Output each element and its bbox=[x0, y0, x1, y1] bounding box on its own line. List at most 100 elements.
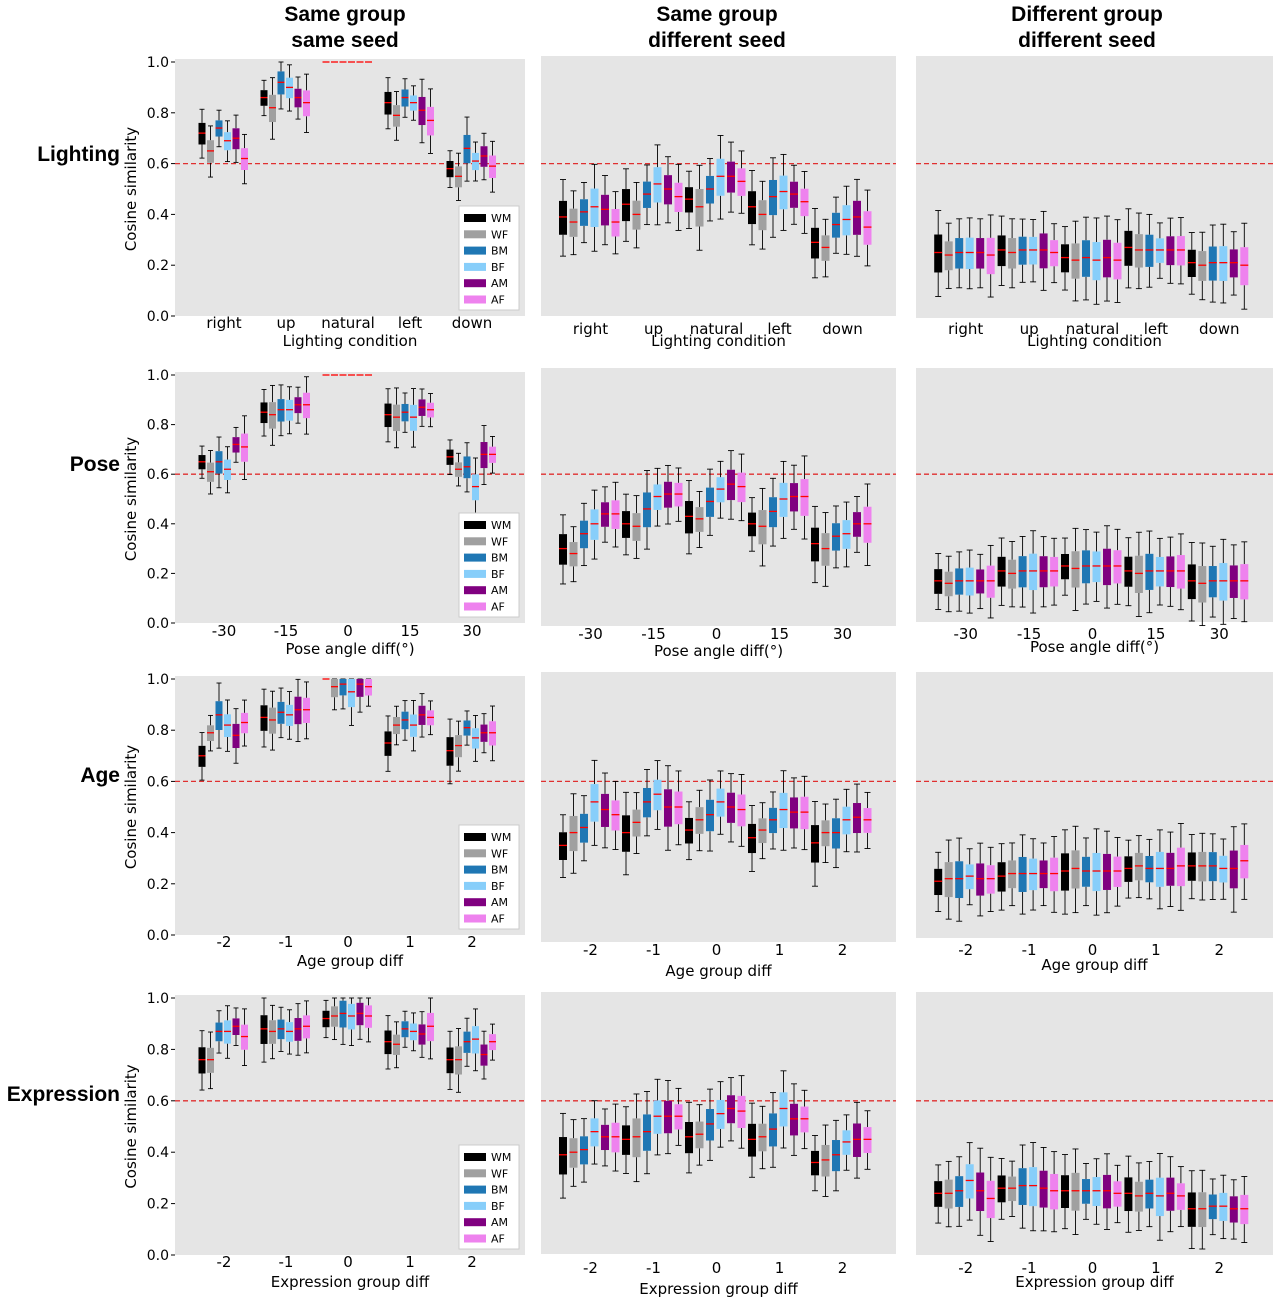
legend-label-wf: WF bbox=[491, 847, 508, 860]
box-body bbox=[601, 793, 609, 827]
box-wm bbox=[1187, 542, 1196, 622]
box-af bbox=[1113, 528, 1122, 605]
box-wf bbox=[695, 789, 704, 852]
box-body bbox=[643, 181, 651, 208]
box-bf bbox=[224, 1005, 231, 1059]
box-body bbox=[1187, 852, 1196, 881]
box-body bbox=[1124, 230, 1133, 266]
box-wf bbox=[695, 491, 704, 548]
box-body bbox=[480, 442, 488, 469]
box-body bbox=[779, 1092, 788, 1127]
box-am bbox=[601, 1108, 609, 1167]
y-tick-label: 0.2 bbox=[147, 1197, 169, 1213]
box-bm bbox=[339, 678, 347, 710]
x-tick-label: -1 bbox=[279, 1253, 294, 1271]
box-body bbox=[800, 796, 809, 830]
box-body bbox=[622, 511, 630, 538]
box-bf bbox=[1155, 829, 1164, 910]
y-tick-label: 0.4 bbox=[147, 207, 169, 223]
legend-label-am: AM bbox=[491, 584, 508, 597]
box-am bbox=[480, 425, 488, 485]
legend-swatch-af bbox=[464, 295, 486, 304]
x-tick-label: natural bbox=[690, 320, 744, 338]
legend-label-af: AF bbox=[491, 913, 505, 926]
box-wm bbox=[446, 1030, 454, 1090]
box-wm bbox=[685, 1101, 693, 1174]
box-af bbox=[863, 791, 872, 849]
box-body bbox=[944, 862, 953, 898]
box-wm bbox=[559, 814, 567, 878]
x-tick-label: down bbox=[822, 320, 862, 338]
box-body bbox=[758, 510, 767, 545]
box-body bbox=[1229, 1196, 1238, 1223]
x-tick-label: 2 bbox=[1215, 1259, 1225, 1277]
box-bm bbox=[580, 1118, 588, 1183]
box-bf bbox=[653, 144, 662, 226]
box-am bbox=[1103, 215, 1111, 302]
x-axis-label: Age group diff bbox=[665, 962, 772, 980]
x-tick-label: -15 bbox=[274, 622, 299, 640]
box-am bbox=[1103, 1153, 1111, 1230]
box-af bbox=[241, 415, 248, 480]
legend-swatch-wf bbox=[464, 1169, 486, 1178]
row-title-pose: Pose bbox=[69, 453, 120, 476]
box-af bbox=[674, 770, 683, 846]
box-wm bbox=[622, 791, 630, 876]
box-body bbox=[863, 211, 872, 245]
box-bm bbox=[769, 791, 777, 850]
box-body bbox=[1145, 234, 1154, 267]
box-bf bbox=[1029, 530, 1038, 614]
box-body bbox=[685, 1122, 693, 1154]
box-body bbox=[832, 212, 840, 238]
box-am bbox=[790, 777, 798, 849]
box-bf bbox=[1029, 1142, 1038, 1232]
x-tick-label: 0 bbox=[343, 1253, 353, 1271]
box-body bbox=[1008, 238, 1017, 269]
box-bf bbox=[1092, 531, 1101, 602]
box-body bbox=[1124, 556, 1133, 587]
box-am bbox=[294, 76, 302, 120]
box-bf bbox=[842, 1114, 851, 1171]
box-bm bbox=[1018, 1144, 1027, 1229]
x-tick-label: 15 bbox=[1146, 625, 1165, 643]
x-tick-label: 15 bbox=[770, 625, 789, 643]
box-wf bbox=[455, 452, 462, 487]
x-tick-label: -2 bbox=[958, 941, 973, 959]
box-body bbox=[207, 1047, 214, 1073]
x-tick-label: 30 bbox=[833, 625, 852, 643]
x-tick-label: left bbox=[398, 314, 422, 332]
box-body bbox=[685, 501, 693, 534]
box-body bbox=[260, 705, 268, 731]
box-wf bbox=[569, 526, 578, 583]
box-wf bbox=[821, 1124, 830, 1197]
box-wm bbox=[446, 150, 454, 188]
legend-swatch-bf bbox=[464, 569, 486, 578]
box-bm bbox=[1082, 216, 1090, 301]
box-body bbox=[611, 500, 620, 529]
box-body bbox=[1145, 553, 1154, 590]
box-bm bbox=[643, 1091, 651, 1175]
box-bf bbox=[1219, 1174, 1228, 1240]
box-body bbox=[1018, 856, 1027, 892]
x-tick-label: 2 bbox=[1215, 941, 1225, 959]
box-af bbox=[800, 1089, 809, 1150]
x-axis-label: Expression group diff bbox=[639, 1280, 798, 1298]
box-am bbox=[976, 553, 985, 610]
box-body bbox=[997, 556, 1006, 587]
box-am bbox=[727, 450, 735, 520]
box-am bbox=[853, 1101, 861, 1179]
box-wf bbox=[1134, 531, 1143, 617]
y-tick-label: 0.2 bbox=[147, 877, 169, 893]
y-tick-label: 1.0 bbox=[147, 672, 169, 688]
y-axis-label: Cosine similarity bbox=[122, 745, 140, 869]
box-wm bbox=[811, 1135, 819, 1192]
box-af bbox=[1176, 1166, 1185, 1228]
box-body bbox=[1029, 1167, 1038, 1207]
box-am bbox=[601, 486, 609, 543]
box-body bbox=[1166, 556, 1175, 588]
legend-label-bf: BF bbox=[491, 1200, 505, 1213]
box-body bbox=[821, 1144, 830, 1177]
box-wm bbox=[1124, 537, 1133, 607]
box-am bbox=[1229, 826, 1238, 913]
box-body bbox=[790, 181, 798, 208]
